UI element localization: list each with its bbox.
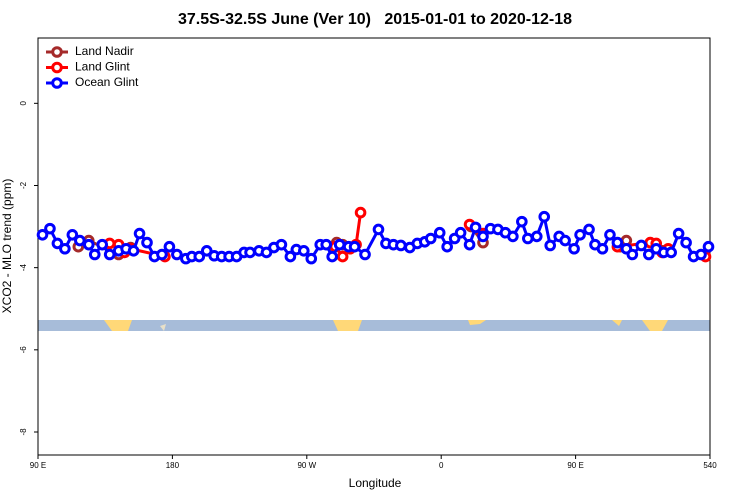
point bbox=[59, 242, 71, 255]
point bbox=[477, 230, 489, 243]
point bbox=[127, 245, 140, 257]
point bbox=[354, 206, 367, 219]
point bbox=[433, 226, 446, 239]
point bbox=[516, 215, 528, 228]
land-patch bbox=[468, 320, 486, 325]
legend-label: Ocean Glint bbox=[75, 75, 139, 89]
land-patch bbox=[612, 320, 622, 326]
point bbox=[51, 237, 64, 250]
legend-label: Land Glint bbox=[75, 60, 130, 74]
point bbox=[36, 228, 49, 241]
point bbox=[522, 232, 534, 245]
y-tick-label: -2 bbox=[19, 181, 28, 189]
point bbox=[156, 248, 168, 261]
point bbox=[244, 246, 256, 259]
point bbox=[305, 252, 318, 265]
point bbox=[611, 236, 624, 249]
point bbox=[626, 248, 639, 261]
point bbox=[702, 240, 715, 253]
point bbox=[665, 246, 677, 259]
point bbox=[424, 232, 437, 245]
point bbox=[336, 250, 349, 263]
point bbox=[200, 245, 213, 257]
legend-marker bbox=[51, 77, 63, 89]
x-tick-label: 90 E bbox=[567, 461, 583, 470]
y-tick-label: -4 bbox=[19, 264, 28, 272]
point bbox=[507, 230, 519, 243]
point bbox=[463, 238, 476, 251]
point bbox=[163, 240, 176, 253]
point bbox=[395, 239, 407, 252]
point bbox=[695, 248, 707, 261]
ocean-strip bbox=[38, 320, 710, 331]
point bbox=[326, 250, 338, 263]
point bbox=[333, 238, 346, 251]
point bbox=[642, 248, 655, 261]
land-patch bbox=[160, 324, 166, 331]
point bbox=[372, 223, 385, 236]
point bbox=[680, 236, 692, 249]
point bbox=[141, 236, 153, 249]
point bbox=[103, 248, 116, 261]
y-tick-label: -6 bbox=[19, 346, 28, 354]
x-axis-label: Longitude bbox=[349, 476, 402, 490]
x-tick-label: 540 bbox=[703, 461, 717, 470]
map-strip bbox=[38, 320, 710, 331]
point bbox=[74, 234, 86, 247]
point bbox=[298, 245, 310, 257]
point bbox=[133, 227, 146, 240]
point bbox=[275, 238, 288, 251]
point bbox=[538, 210, 551, 223]
land-patch bbox=[333, 320, 362, 331]
point bbox=[568, 242, 580, 255]
y-tick-label: -8 bbox=[19, 428, 28, 436]
point bbox=[82, 238, 95, 251]
point bbox=[96, 238, 109, 251]
point bbox=[66, 228, 79, 241]
point bbox=[193, 250, 206, 263]
point bbox=[320, 238, 333, 251]
point bbox=[454, 226, 467, 239]
point bbox=[596, 242, 609, 255]
point bbox=[672, 227, 685, 240]
point bbox=[574, 228, 586, 241]
point bbox=[604, 228, 616, 241]
point bbox=[284, 250, 297, 263]
legend-label: Land Nadir bbox=[75, 44, 134, 58]
legend-marker bbox=[51, 61, 63, 74]
point bbox=[530, 230, 543, 243]
point bbox=[559, 234, 571, 247]
y-tick-label: 0 bbox=[19, 101, 28, 106]
point bbox=[171, 248, 183, 261]
point bbox=[44, 222, 56, 235]
point bbox=[635, 239, 648, 252]
chart-title: 37.5S-32.5S June (Ver 10) 2015-01-01 to … bbox=[178, 11, 572, 28]
x-tick-label: 90 E bbox=[30, 461, 46, 470]
x-tick-label: 180 bbox=[166, 461, 180, 470]
plot-frame bbox=[37, 37, 711, 456]
point bbox=[348, 240, 361, 253]
y-axis-label: XCO2 - MLO trend (ppm) bbox=[0, 179, 14, 314]
point bbox=[441, 240, 453, 253]
legend-marker bbox=[51, 46, 63, 58]
land-patch bbox=[642, 320, 668, 331]
point bbox=[260, 246, 273, 259]
point bbox=[544, 239, 557, 252]
land-patch bbox=[104, 320, 132, 331]
point bbox=[359, 248, 371, 261]
point bbox=[583, 223, 595, 236]
x-tick-label: 0 bbox=[439, 461, 444, 470]
x-tick-label: 90 W bbox=[297, 461, 316, 470]
point bbox=[469, 221, 482, 234]
point bbox=[88, 248, 101, 261]
